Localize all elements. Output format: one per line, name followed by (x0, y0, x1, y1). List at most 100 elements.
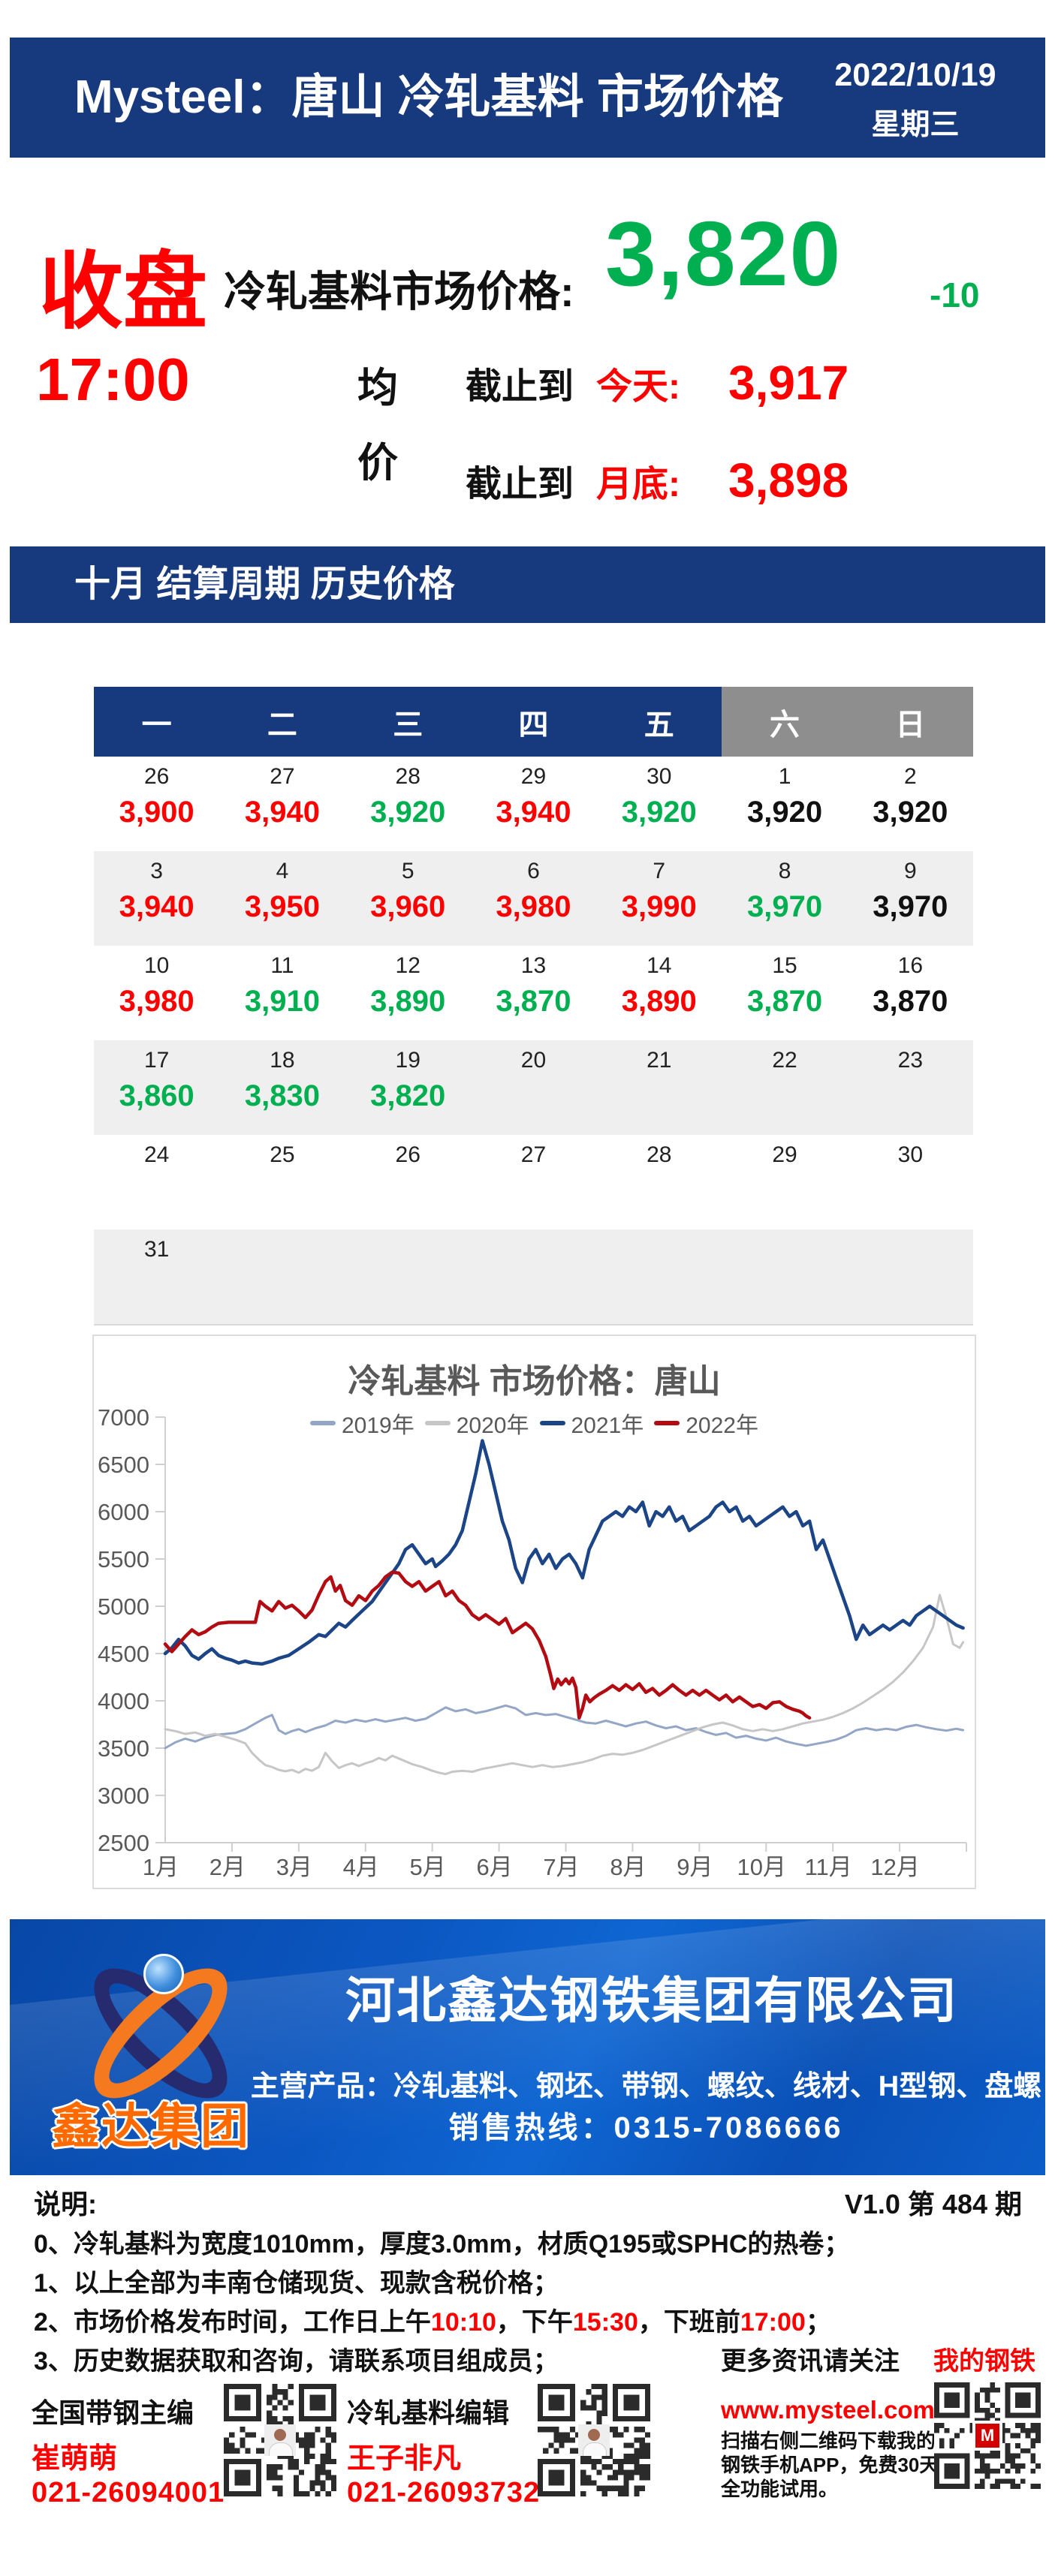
calendar-row: 10 3,980 11 3,910 12 3,890 13 3,870 14 3,890 15 3,8… (94, 946, 973, 1040)
calendar-cell: 7 3,990 (596, 851, 722, 946)
avg-prefix: 截止到 (466, 465, 574, 504)
calendar-price: 3,940 (244, 796, 320, 829)
calendar-date: 30 (647, 764, 672, 789)
note-line-0: 0、冷轧基料为宽度1010mm，厚度3.0mm，材质Q195或SPHC的热卷； (34, 2230, 850, 2259)
svg-text:10月: 10月 (737, 1854, 786, 1880)
calendar-date: 10 (143, 953, 170, 978)
sales-hotline: 销售热线：0315-7086666 (448, 2111, 844, 2144)
calendar-price: 3,890 (621, 985, 697, 1018)
notes-heading: 说明: (34, 2189, 97, 2219)
legend-dash-icon (310, 1421, 336, 1425)
calendar-cell: 13 3,870 (471, 946, 596, 1040)
calendar-cell: 1 3,920 (722, 757, 847, 851)
calendar-cell: 23 (848, 1040, 973, 1135)
calendar-cell: 14 3,890 (596, 946, 722, 1040)
calendar-price: 3,980 (496, 890, 571, 923)
calendar-price: 3,920 (873, 796, 948, 829)
calendar-price: 3,920 (621, 796, 697, 829)
calendar-date: 15 (772, 953, 797, 978)
qr-avatar (264, 2424, 296, 2456)
legend-dash-icon (654, 1421, 680, 1425)
svg-text:4000: 4000 (98, 1688, 149, 1714)
period-banner: 十月 结算周期 历史价格 (10, 546, 1045, 623)
header-weekday: 星期三 (871, 109, 960, 141)
calendar-cell: 30 (848, 1135, 973, 1229)
closing-price: 3,820 (605, 203, 842, 305)
chart-title: 冷轧基料 市场价格：唐山 (348, 1363, 721, 1400)
svg-text:6500: 6500 (98, 1452, 149, 1478)
calendar-weekday-二: 二 (219, 687, 345, 757)
calendar-date: 3 (150, 859, 163, 883)
calendar-price: 3,940 (119, 890, 194, 923)
calendar-date: 28 (647, 1142, 672, 1167)
calendar-date: 24 (143, 1142, 170, 1167)
follow-target: 我的钢铁 (933, 2347, 1035, 2376)
page-title: Mysteel：唐山 冷轧基料 市场价格 (74, 71, 783, 123)
calendar-cell: 30 3,920 (596, 757, 722, 851)
average-label-bottom: 价 (357, 441, 398, 486)
calendar-cell: 8 3,970 (722, 851, 847, 946)
average-row-month-end: 截止到 月底: 3,898 (466, 453, 849, 507)
xinda-logo (64, 1948, 259, 2119)
svg-text:7月: 7月 (543, 1854, 579, 1880)
calendar-price: 3,970 (873, 890, 948, 923)
legend-dash-icon (424, 1421, 451, 1425)
header-bar: Mysteel：唐山 冷轧基料 市场价格 2022/10/19 星期三 (10, 38, 1045, 158)
calendar-date: 29 (520, 764, 547, 789)
calendar-cell: 21 (596, 1040, 722, 1135)
price-label: 冷轧基料市场价格: (224, 268, 574, 315)
calendar-cell: 17 3,860 (94, 1040, 219, 1135)
qr-code-editor1 (224, 2384, 336, 2496)
calendar-date (596, 1229, 722, 1237)
calendar-date: 16 (897, 953, 924, 978)
calendar-date: 8 (778, 859, 791, 883)
calendar-price: 3,970 (746, 890, 823, 923)
website-link[interactable]: www.mysteel.com (721, 2396, 935, 2424)
average-label-top: 均 (357, 366, 398, 411)
app-download-note: 扫描右侧二维码下载我的钢铁手机APP，免费30天全功能试用。 (721, 2430, 939, 2500)
header-date-block: 2022/10/19 星期三 (806, 57, 1024, 143)
calendar-cell: 27 (471, 1135, 596, 1229)
svg-text:9月: 9月 (677, 1854, 713, 1880)
legend-item-2020年: 2020年 (424, 1407, 529, 1440)
calendar-cell: 12 3,890 (345, 946, 471, 1040)
calendar-cell: 20 (471, 1040, 596, 1135)
globe-icon (143, 1954, 184, 1994)
legend-label: 2022年 (686, 1413, 758, 1438)
price-change: -10 (930, 275, 980, 314)
follow-label: 更多资讯请关注 (721, 2347, 900, 2376)
calendar-cell: 10 3,980 (94, 946, 219, 1040)
calendar-date: 7 (653, 859, 666, 883)
average-row-today: 截止到 今天: 3,917 (466, 356, 849, 410)
issue-version: V1.0 第 484 期 (844, 2189, 1022, 2219)
calendar-weekday-三: 三 (345, 687, 471, 757)
calendar-cell: 15 3,870 (722, 946, 847, 1040)
note-line-1: 1、以上全部为丰南仓储现货、现款含税价格； (34, 2269, 559, 2298)
qr-code-app-download: M (934, 2382, 1041, 2489)
period-banner-text: 十月 结算周期 历史价格 (74, 564, 455, 604)
calendar-cell: 29 3,940 (471, 757, 596, 851)
calendar-cell: 2 3,920 (848, 757, 973, 851)
calendar-cell: 11 3,910 (219, 946, 345, 1040)
calendar-weekday-header: 一二三四五六日 (94, 687, 973, 757)
calendar-cell (471, 1229, 596, 1324)
calendar-date: 21 (647, 1048, 672, 1073)
calendar-cell: 5 3,960 (345, 851, 471, 946)
calendar-cell: 16 3,870 (848, 946, 973, 1040)
calendar-price: 3,960 (370, 890, 446, 923)
calendar-cell: 22 (722, 1040, 847, 1135)
calendar-cell: 26 (345, 1135, 471, 1229)
company-name: 河北鑫达钢铁集团有限公司 (345, 1973, 958, 2028)
calendar-price: 3,940 (496, 796, 571, 829)
note-line-3: 3、历史数据获取和咨询，请联系项目组成员； (34, 2347, 559, 2376)
svg-text:5500: 5500 (98, 1546, 149, 1572)
calendar-date: 26 (143, 764, 170, 789)
calendar-date: 31 (143, 1237, 170, 1262)
svg-text:3500: 3500 (98, 1735, 149, 1762)
calendar-price: 3,900 (119, 796, 194, 829)
calendar-cell (345, 1229, 471, 1324)
calendar-price: 3,870 (873, 985, 948, 1018)
calendar-price: 3,920 (746, 796, 823, 829)
calendar-cell: 19 3,820 (345, 1040, 471, 1135)
calendar-price: 3,820 (370, 1079, 446, 1112)
